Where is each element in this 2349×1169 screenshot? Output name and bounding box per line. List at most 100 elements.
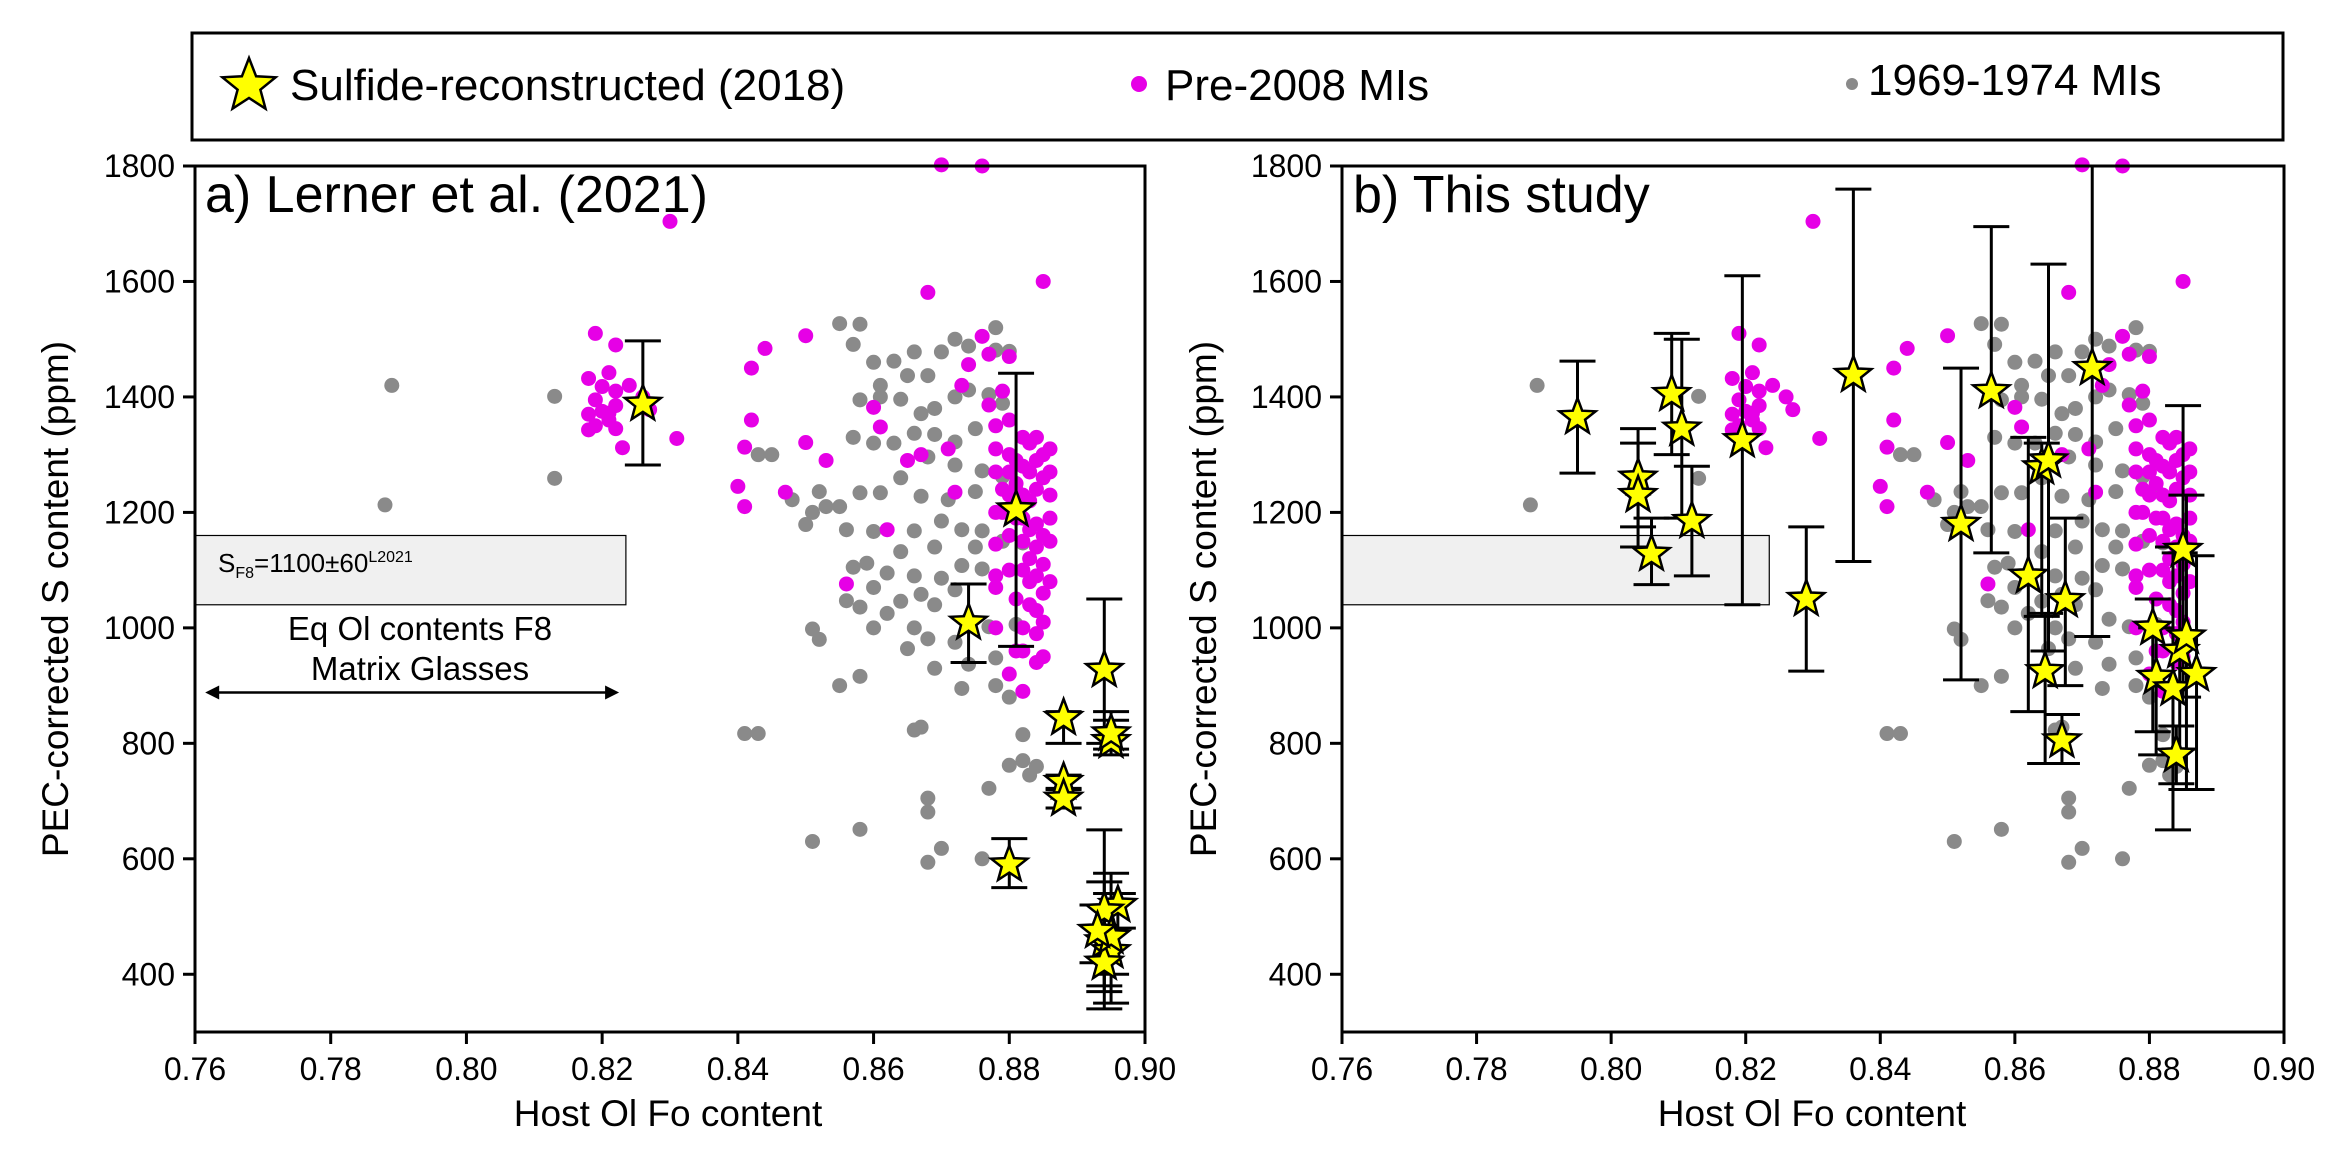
- x-tick-label: 0.78: [1445, 1051, 1507, 1087]
- point-pre-2008: [1028, 429, 1044, 445]
- panel-b-band: [1341, 534, 1770, 606]
- point-1969-1974: [954, 558, 970, 574]
- point-1969-1974: [1946, 833, 1962, 849]
- point-1969-1974: [384, 377, 400, 393]
- point-sulfide-star: [947, 600, 990, 641]
- point-pre-2008: [1738, 379, 1754, 395]
- point-pre-2008: [2148, 476, 2164, 492]
- point-1969-1974: [2121, 780, 2137, 796]
- point-1969-1974: [967, 484, 983, 500]
- point-1969-1974: [879, 565, 895, 581]
- legend-dot-1969: [1846, 78, 1858, 90]
- point-1969-1974: [2115, 523, 2131, 539]
- point-pre-2008: [757, 340, 773, 356]
- point-1969-1974: [2074, 513, 2090, 529]
- point-1969-1974: [811, 484, 827, 500]
- point-1969-1974: [852, 668, 868, 684]
- point-1969-1974: [1987, 429, 2003, 445]
- point-1969-1974: [1522, 497, 1538, 513]
- point-1969-1974: [2074, 570, 2090, 586]
- point-1969-1974: [906, 568, 922, 584]
- point-1969-1974: [947, 331, 963, 347]
- point-1969-1974: [866, 579, 882, 595]
- point-pre-2008: [920, 284, 936, 300]
- point-1969-1974: [2094, 522, 2110, 538]
- point-pre-2008: [988, 464, 1004, 480]
- point-1969-1974: [832, 499, 848, 515]
- point-1969-1974: [1973, 678, 1989, 694]
- point-pre-2008: [988, 441, 1004, 457]
- y-tick-label: 1200: [1251, 494, 1322, 530]
- point-sulfide-star: [1939, 501, 1983, 543]
- point-pre-2008: [940, 441, 956, 457]
- point-pre-2008: [2141, 349, 2157, 365]
- y-tick-label: 1800: [104, 148, 175, 184]
- point-1969-1974: [1529, 377, 1545, 393]
- y-tick-label: 600: [122, 841, 175, 877]
- point-1969-1974: [872, 377, 888, 393]
- point-1969-1974: [2007, 523, 2023, 539]
- point-1969-1974: [845, 336, 861, 352]
- point-pre-2008: [1028, 539, 1044, 555]
- point-1969-1974: [988, 678, 1004, 694]
- point-1969-1974: [852, 392, 868, 408]
- point-1969-1974: [893, 470, 909, 486]
- point-pre-2008: [608, 421, 624, 437]
- point-pre-2008: [1899, 340, 1915, 356]
- point-pre-2008: [900, 452, 915, 468]
- point-1969-1974: [2088, 331, 2104, 347]
- x-tick-label: 0.80: [1580, 1051, 1642, 1087]
- point-pre-2008: [1001, 412, 1017, 428]
- point-1969-1974: [750, 726, 766, 742]
- point-sulfide-star: [1720, 417, 1764, 459]
- point-pre-2008: [1805, 213, 1821, 229]
- point-sulfide-star: [1660, 406, 1704, 447]
- point-1969-1974: [995, 395, 1010, 411]
- point-1969-1974: [852, 316, 868, 332]
- point-1969-1974: [2074, 840, 2090, 856]
- point-sulfide-star: [2131, 605, 2175, 647]
- point-pre-2008: [2141, 412, 2157, 428]
- point-1969-1974: [2061, 631, 2077, 647]
- band-label-sub: F8: [235, 565, 254, 582]
- point-1969-1974: [2108, 484, 2124, 500]
- panel-b-frame: [1340, 164, 2286, 1034]
- point-1969-1974: [1691, 470, 1707, 486]
- point-pre-2008: [730, 478, 746, 494]
- point-1969-1974: [988, 320, 1004, 336]
- point-sulfide-star: [1089, 710, 1133, 752]
- point-1969-1974: [920, 631, 936, 647]
- point-pre-2008: [2168, 481, 2184, 497]
- point-pre-2008: [879, 522, 895, 538]
- point-pre-2008: [777, 484, 793, 500]
- y-tick-label: 1200: [104, 494, 175, 530]
- point-1969-1974: [737, 726, 753, 742]
- point-1969-1974: [906, 620, 922, 636]
- panel-a-label: a) Lerner et al. (2021): [205, 166, 708, 224]
- x-tick-label: 0.80: [435, 1051, 497, 1087]
- x-tick-label: 0.82: [1715, 1051, 1777, 1087]
- point-sulfide-star: [1670, 498, 1714, 540]
- point-1969-1974: [906, 523, 922, 539]
- point-1969-1974: [2101, 656, 2117, 672]
- legend: Sulfide-reconstructed (2018) Pre-2008 MI…: [190, 31, 2285, 142]
- point-sulfide-star: [1969, 368, 2013, 410]
- point-1969-1974: [2047, 523, 2063, 539]
- point-pre-2008: [608, 337, 624, 353]
- point-1969-1974: [2014, 485, 2030, 501]
- point-pre-2008: [1886, 412, 1902, 428]
- point-1969-1974: [1993, 316, 2009, 332]
- point-1969-1974: [927, 426, 943, 442]
- point-1969-1974: [933, 513, 949, 529]
- point-1969-1974: [927, 660, 943, 676]
- point-pre-2008: [1015, 683, 1031, 699]
- point-sulfide-star: [2043, 577, 2087, 619]
- point-pre-2008: [1751, 421, 1767, 437]
- point-sulfide-star: [1831, 352, 1875, 394]
- point-pre-2008: [838, 576, 854, 592]
- point-1969-1974: [933, 344, 949, 360]
- point-1969-1974: [967, 421, 983, 437]
- point-1969-1974: [2128, 650, 2144, 666]
- point-pre-2008: [1042, 487, 1058, 503]
- point-pre-2008: [954, 377, 970, 393]
